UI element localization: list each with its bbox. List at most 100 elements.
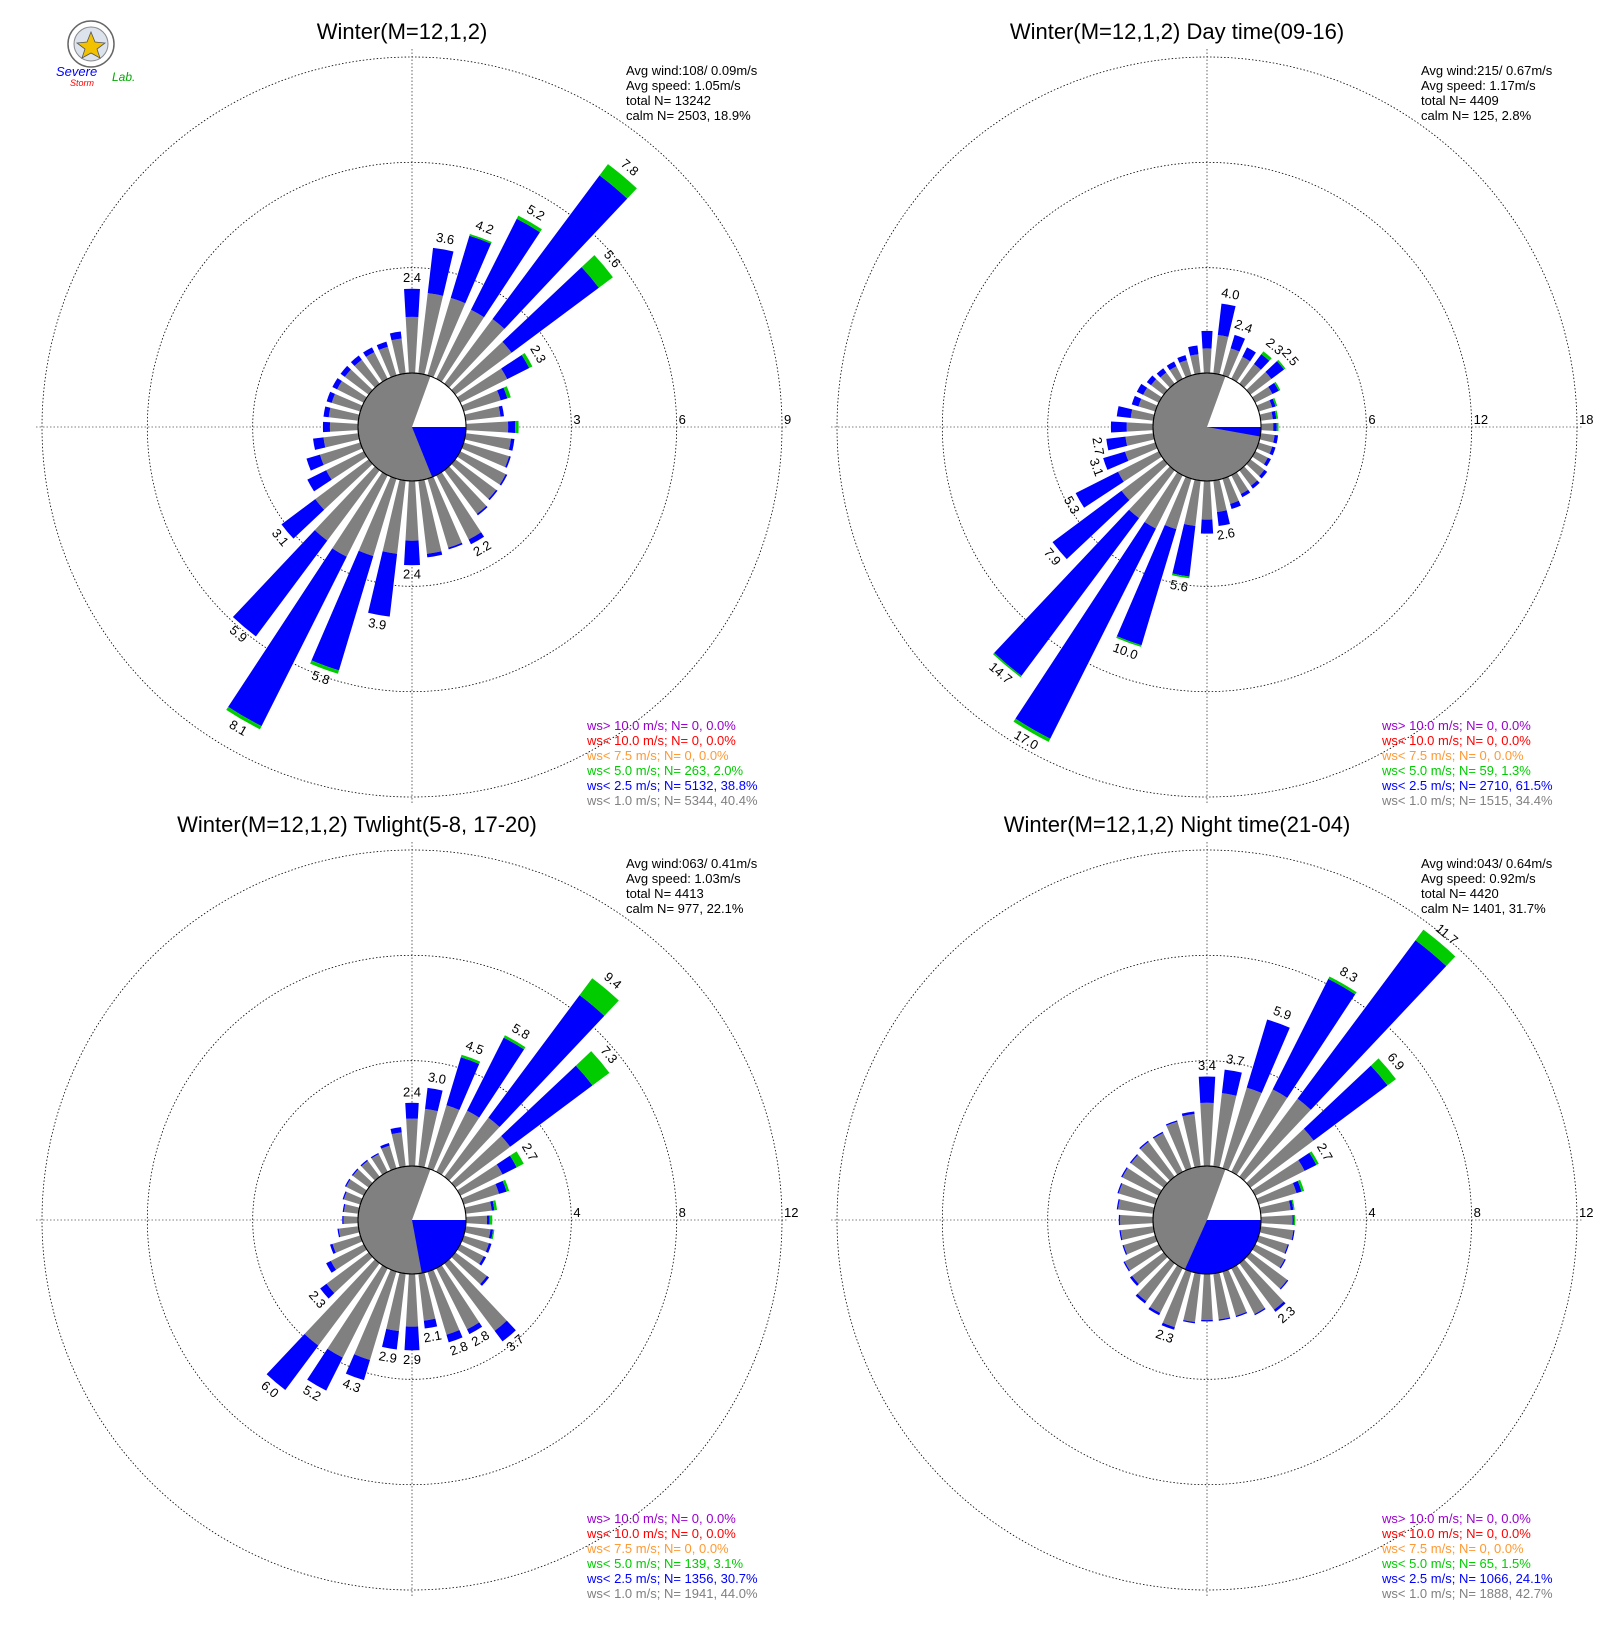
bar-segment-lt1 xyxy=(346,1179,367,1196)
legend-entry: ws< 7.5 m/s; N= 0, 0.0% xyxy=(1381,748,1524,763)
bar-segment-lt1 xyxy=(328,407,360,421)
bar-segment-lt1 xyxy=(338,1226,360,1237)
bar-segment-lt5 xyxy=(310,660,339,674)
legend-entry: ws< 5.0 m/s; N= 139, 3.1% xyxy=(586,1556,744,1571)
bar-segment-lt1 xyxy=(1164,476,1192,530)
bar-segment-lt1 xyxy=(1256,400,1273,412)
bar-segment-lt2_5 xyxy=(1268,382,1279,395)
bar-segment-lt1 xyxy=(1160,372,1175,388)
bar-segment-lt2_5 xyxy=(480,1275,490,1286)
bar-segment-lt1 xyxy=(451,1252,487,1285)
bar-segment-lt2_5 xyxy=(505,456,511,468)
bar-segment-lt1 xyxy=(457,1164,503,1196)
bar-segment-lt1 xyxy=(1130,409,1155,421)
bar-segment-lt1 xyxy=(451,459,497,499)
bar-segment-lt1 xyxy=(365,352,388,382)
range-ring xyxy=(252,267,572,587)
bar-segment-lt2_5 xyxy=(496,1155,517,1175)
bar-segment-lt1 xyxy=(1151,379,1168,395)
bar-segment-lt1 xyxy=(1213,1272,1231,1320)
bar-segment-lt1 xyxy=(1118,1183,1158,1205)
bar-segment-lt2_5 xyxy=(311,550,374,671)
ring-value-label: 3 xyxy=(573,412,580,427)
bar-segment-lt1 xyxy=(418,1108,438,1168)
bar-segment-lt2_5 xyxy=(1250,480,1260,489)
bar-segment-lt1 xyxy=(352,1169,373,1188)
calm-fraction-sector xyxy=(412,427,466,478)
bar-segment-lt1 xyxy=(382,479,406,554)
bar-segment-lt2_5 xyxy=(501,1065,593,1147)
bar-segment-lt1 xyxy=(381,1145,397,1171)
bar-segment-lt2_5 xyxy=(1075,471,1124,508)
bar-segment-lt1 xyxy=(405,480,419,541)
bar-segment-lt1 xyxy=(1252,1244,1285,1268)
bar-segment-lt1 xyxy=(1126,422,1154,432)
bar-segment-lt1 xyxy=(326,451,367,480)
legend-entry: ws< 7.5 m/s; N= 0, 0.0% xyxy=(1381,1541,1524,1556)
legend-entry: ws> 10.0 m/s; N= 0, 0.0% xyxy=(1381,1511,1531,1526)
bar-segment-lt2_5 xyxy=(376,341,388,350)
bar-segment-lt1 xyxy=(1184,479,1201,526)
bar-segment-lt1 xyxy=(319,442,363,466)
bar-segment-lt2_5 xyxy=(344,1178,351,1187)
bar-value-label: 4.0 xyxy=(1220,285,1240,303)
calm-disc xyxy=(1152,1165,1262,1275)
bar-segment-lt1 xyxy=(457,368,508,403)
bar-segment-lt2_5 xyxy=(1273,422,1277,432)
bar-segment-lt1 xyxy=(1138,398,1158,412)
ring-value-label: 6 xyxy=(679,412,686,427)
bar-segment-lt2_5 xyxy=(1273,1301,1286,1312)
bar-segment-lt2_5 xyxy=(468,532,485,545)
direction-bars xyxy=(1116,929,1456,1330)
stats-block: Avg wind:063/ 0.41m/s Avg speed: 1.03m/s… xyxy=(626,856,758,916)
bar-segment-lt2_5 xyxy=(1165,1120,1178,1126)
bar-segment-lt2_5 xyxy=(1131,395,1142,407)
bar-segment-lt5 xyxy=(516,215,542,233)
bar-segment-lt2_5 xyxy=(1177,355,1187,363)
stats-block: Avg wind:043/ 0.64m/s Avg speed: 0.92m/s… xyxy=(1421,856,1553,916)
bar-segment-lt5 xyxy=(226,706,262,730)
wind-rose-panel-twilight: Winter(M=12,1,2) Twlight(5-8, 17-20) 2.4… xyxy=(36,812,798,1601)
bar-segment-lt1 xyxy=(1179,360,1192,378)
bar-segment-lt1 xyxy=(1149,1265,1183,1313)
bar-segment-lt2_5 xyxy=(425,1087,443,1112)
bar-segment-lt2_5 xyxy=(1052,490,1130,560)
bar-segment-lt1 xyxy=(1200,1102,1214,1167)
bar-segment-lt1 xyxy=(427,476,462,548)
bar-segment-lt2_5 xyxy=(1166,361,1177,371)
bar-segment-lt1 xyxy=(1239,1259,1284,1310)
legend-entry: ws< 5.0 m/s; N= 263, 2.0% xyxy=(586,763,744,778)
stat-avg-wind: Avg wind:043/ 0.64m/s xyxy=(1421,856,1553,871)
legend-entry: ws< 10.0 m/s; N= 0, 0.0% xyxy=(1381,1526,1531,1541)
bar-segment-lt2_5 xyxy=(1129,1275,1139,1286)
bar-value-labels: 3.4 3.75.98.311.76.92.72.32.3 xyxy=(1154,921,1461,1347)
bar-segment-lt5 xyxy=(489,1215,493,1225)
bar-segment-lt1 xyxy=(436,1110,480,1175)
bar-segment-lt2_5 xyxy=(499,474,508,486)
range-ring xyxy=(1047,267,1367,587)
calm-fraction-sector xyxy=(1207,427,1261,437)
bar-segment-lt1 xyxy=(1118,1199,1155,1214)
bar-segment-lt2_5 xyxy=(1181,1111,1195,1117)
ring-value-label: 12 xyxy=(1579,1205,1593,1220)
bar-value-label: 2.3 xyxy=(1154,1326,1176,1346)
bar-segment-lt1 xyxy=(1231,472,1249,495)
bar-segment-lt1 xyxy=(378,346,397,378)
calm-empty-sector xyxy=(412,376,466,427)
bar-segment-lt5 xyxy=(1291,1199,1295,1210)
bar-segment-lt1 xyxy=(329,422,359,432)
bar-segment-lt1 xyxy=(1166,1121,1192,1171)
bar-segment-lt5 xyxy=(503,1035,526,1050)
bar-segment-lt1 xyxy=(1259,1226,1294,1240)
bar-segment-lt2_5 xyxy=(488,995,605,1128)
bar-segment-lt1 xyxy=(464,406,501,421)
legend-entry: ws< 10.0 m/s; N= 0, 0.0% xyxy=(1381,733,1531,748)
bar-segment-lt1 xyxy=(444,466,487,514)
bar-segment-lt5 xyxy=(1276,422,1279,432)
bar-segment-lt1 xyxy=(371,1154,388,1175)
bar-segment-lt1 xyxy=(1169,366,1183,382)
stats-block: Avg wind:215/ 0.67m/s Avg speed: 1.17m/s… xyxy=(1421,63,1553,123)
bar-segment-lt2_5 xyxy=(330,1243,336,1254)
bar-segment-lt1 xyxy=(391,1132,406,1168)
bar-segment-lt5 xyxy=(469,234,492,244)
